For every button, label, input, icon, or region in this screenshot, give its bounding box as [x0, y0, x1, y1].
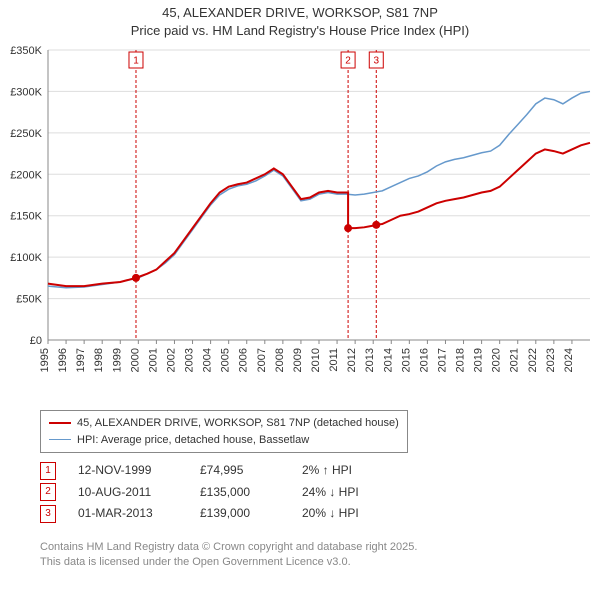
legend-swatch	[49, 422, 71, 424]
svg-text:1998: 1998	[93, 348, 105, 372]
transaction-date: 01-MAR-2013	[78, 503, 178, 525]
svg-text:£350K: £350K	[10, 45, 42, 57]
svg-text:2001: 2001	[147, 348, 159, 372]
svg-text:£300K: £300K	[10, 86, 42, 98]
svg-text:1996: 1996	[57, 348, 69, 372]
svg-text:£50K: £50K	[16, 294, 42, 306]
svg-text:2019: 2019	[473, 348, 485, 372]
svg-text:2024: 2024	[563, 348, 575, 372]
svg-text:£0: £0	[30, 335, 42, 347]
transaction-marker: 2	[40, 483, 56, 501]
footer-line1: Contains HM Land Registry data © Crown c…	[40, 540, 417, 555]
svg-text:2005: 2005	[220, 348, 232, 372]
transaction-table: 1 12-NOV-1999 £74,995 2% ↑ HPI 2 10-AUG-2011 £…	[40, 460, 359, 525]
svg-text:2009: 2009	[292, 348, 304, 372]
svg-text:2013: 2013	[364, 348, 376, 372]
line-chart: £0 £50K £100K £150K £200K £250K £300K £350K 1995…	[0, 40, 600, 400]
transaction-marker: 3	[40, 505, 56, 523]
transaction-price: £74,995	[200, 460, 280, 482]
legend-label: 45, ALEXANDER DRIVE, WORKSOP, S81 7NP (d…	[77, 415, 399, 432]
transaction-delta: 2% ↑ HPI	[302, 460, 352, 482]
svg-text:2012: 2012	[346, 348, 358, 372]
svg-text:1997: 1997	[75, 348, 87, 372]
title-block: 45, ALEXANDER DRIVE, WORKSOP, S81 7NP Pr…	[0, 0, 600, 39]
legend-label: HPI: Average price, detached house, Bass…	[77, 432, 309, 449]
title-line1: 45, ALEXANDER DRIVE, WORKSOP, S81 7NP	[0, 4, 600, 22]
legend-item: 45, ALEXANDER DRIVE, WORKSOP, S81 7NP (d…	[49, 415, 399, 432]
svg-text:1: 1	[133, 56, 139, 67]
svg-text:2017: 2017	[436, 348, 448, 372]
svg-text:2000: 2000	[129, 348, 141, 372]
svg-text:2010: 2010	[310, 348, 322, 372]
svg-text:2011: 2011	[328, 348, 340, 372]
svg-text:1999: 1999	[111, 348, 123, 372]
svg-text:2006: 2006	[238, 348, 250, 372]
svg-text:2014: 2014	[382, 348, 394, 372]
transaction-price: £135,000	[200, 482, 280, 504]
svg-text:2015: 2015	[400, 348, 412, 372]
chart-container: 45, ALEXANDER DRIVE, WORKSOP, S81 7NP Pr…	[0, 0, 600, 590]
transaction-delta: 20% ↓ HPI	[302, 503, 359, 525]
svg-text:2018: 2018	[455, 348, 467, 372]
footer-line2: This data is licensed under the Open Gov…	[40, 555, 417, 570]
svg-text:1995: 1995	[39, 348, 51, 372]
legend: 45, ALEXANDER DRIVE, WORKSOP, S81 7NP (d…	[40, 410, 408, 453]
legend-swatch	[49, 439, 71, 440]
svg-text:2004: 2004	[202, 348, 214, 372]
svg-text:2022: 2022	[527, 348, 539, 372]
svg-text:2020: 2020	[491, 348, 503, 372]
svg-text:2007: 2007	[256, 348, 268, 372]
title-line2: Price paid vs. HM Land Registry's House …	[0, 22, 600, 40]
transaction-price: £139,000	[200, 503, 280, 525]
svg-text:2002: 2002	[165, 348, 177, 372]
transaction-delta: 24% ↓ HPI	[302, 482, 359, 504]
footer-attribution: Contains HM Land Registry data © Crown c…	[40, 540, 417, 570]
transaction-marker: 1	[40, 462, 56, 480]
svg-text:2003: 2003	[184, 348, 196, 372]
svg-text:2016: 2016	[418, 348, 430, 372]
svg-text:3: 3	[373, 56, 379, 67]
table-row: 2 10-AUG-2011 £135,000 24% ↓ HPI	[40, 482, 359, 504]
svg-text:£100K: £100K	[10, 252, 42, 264]
svg-text:£200K: £200K	[10, 169, 42, 181]
table-row: 3 01-MAR-2013 £139,000 20% ↓ HPI	[40, 503, 359, 525]
table-row: 1 12-NOV-1999 £74,995 2% ↑ HPI	[40, 460, 359, 482]
svg-text:2023: 2023	[545, 348, 557, 372]
transaction-date: 10-AUG-2011	[78, 482, 178, 504]
svg-text:2008: 2008	[274, 348, 286, 372]
chart-area: £0 £50K £100K £150K £200K £250K £300K £350K 1995…	[0, 40, 600, 400]
legend-item: HPI: Average price, detached house, Bass…	[49, 432, 399, 449]
transaction-date: 12-NOV-1999	[78, 460, 178, 482]
svg-text:2: 2	[345, 56, 351, 67]
svg-text:2021: 2021	[509, 348, 521, 372]
svg-text:£250K: £250K	[10, 128, 42, 140]
svg-text:£150K: £150K	[10, 211, 42, 223]
